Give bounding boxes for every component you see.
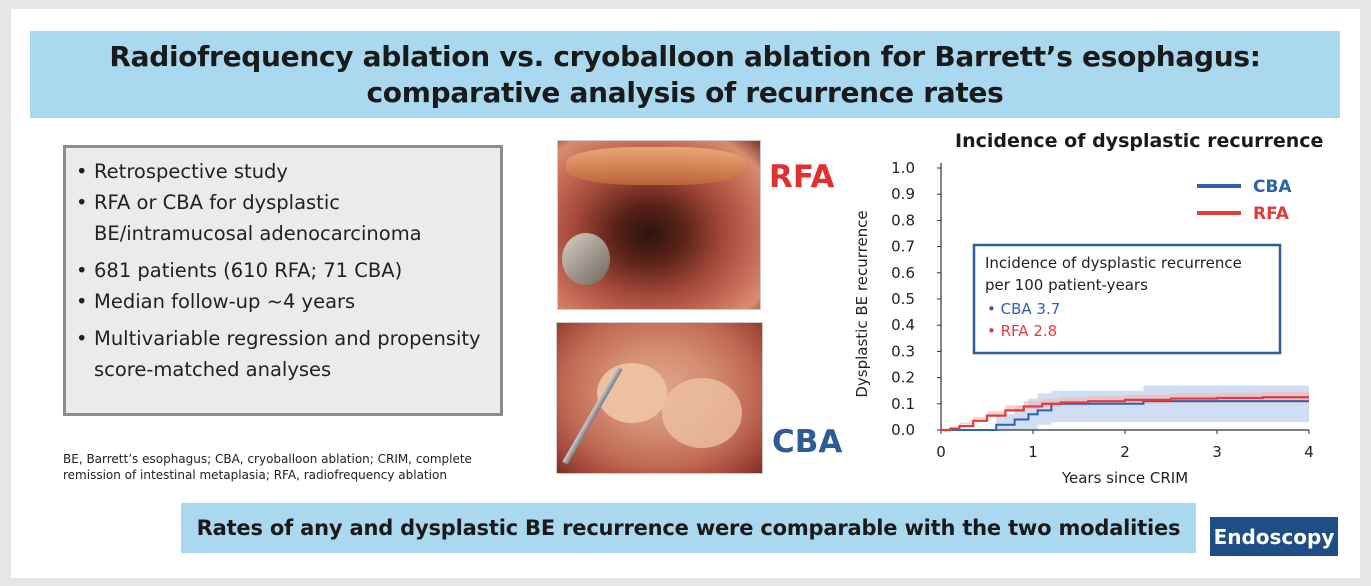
y-tick-label: 0.4: [891, 316, 915, 334]
y-tick-label: 0.8: [891, 211, 915, 229]
annotation-heading-line-1: Incidence of dysplastic recurrence: [985, 254, 1242, 272]
y-tick-label: 1.0: [891, 159, 915, 177]
y-tick-label: 0.7: [891, 238, 915, 256]
legend-rfa-label: RFA: [1253, 204, 1290, 224]
chart-title: Incidence of dysplastic recurrence: [955, 130, 1324, 152]
annotation-box: [972, 243, 1282, 355]
y-tick-label: 0.3: [891, 342, 915, 360]
x-axis-label: Years since CRIM: [1061, 469, 1188, 487]
cba-endoscopy-image: [556, 322, 763, 474]
annotation-item-rfa: • RFA 2.8: [987, 322, 1057, 340]
summary-item-patients: 681 patients (610 RFA; 71 CBA): [74, 255, 500, 286]
x-tick-label: 1: [1028, 443, 1038, 461]
rfa-image-probe: [562, 233, 610, 285]
title-line-2: comparative analysis of recurrence rates: [366, 75, 1004, 109]
x-tick-label: 0: [936, 443, 946, 461]
cba-image-label: CBA: [772, 424, 843, 460]
annotation-item-cba: • CBA 3.7: [987, 300, 1060, 318]
y-tick-label: 0.6: [891, 264, 915, 282]
rfa-endoscopy-image: [557, 140, 761, 310]
x-tick-label: 4: [1304, 443, 1314, 461]
cba-series-line: [941, 400, 1309, 431]
y-tick-label: 0.1: [891, 395, 915, 413]
legend-cba-label: CBA: [1253, 177, 1292, 197]
summary-item-analysis: Multivariable regression and propensity …: [74, 323, 500, 385]
x-tick-label: 3: [1212, 443, 1222, 461]
summary-box: Retrospective study RFA or CBA for dyspl…: [63, 145, 503, 416]
y-tick-label: 0.0: [891, 421, 915, 439]
cba-image-fold: [662, 378, 742, 448]
cba-confidence-band: [941, 385, 1309, 430]
rfa-image-label: RFA: [769, 159, 835, 195]
y-tick-label: 0.2: [891, 369, 915, 387]
title-line-1: Radiofrequency ablation vs. cryoballoon …: [109, 39, 1261, 73]
summary-item-study: Retrospective study: [74, 156, 500, 187]
summary-item-population: RFA or CBA for dysplastic BE/intramucosa…: [74, 187, 500, 249]
y-tick-label: 0.9: [891, 185, 915, 203]
conclusion-text: Rates of any and dysplastic BE recurrenc…: [196, 516, 1181, 540]
recurrence-chart-svg: 0.0 0.1 0.2 0.3 0.4 0.5 0.6 0.7 0.8 0.9 1.0 0 1 2 3 4 Ye…: [853, 159, 1314, 487]
rfa-image-highlight: [566, 147, 746, 185]
conclusion-banner: Rates of any and dysplastic BE recurrenc…: [181, 503, 1196, 553]
summary-list: Retrospective study RFA or CBA for dyspl…: [66, 148, 500, 385]
y-axis-label: Dysplastic BE recurrence: [853, 210, 871, 397]
recurrence-chart: 0.0 0.1 0.2 0.3 0.4 0.5 0.6 0.7 0.8 0.9 1.0 0 1 2 3 4 Ye…: [845, 125, 1325, 495]
footnote: BE, Barrett’s esophagus; CBA, cryoballoo…: [63, 452, 472, 482]
x-tick-label: 2: [1120, 443, 1130, 461]
journal-badge: Endoscopy: [1210, 517, 1338, 556]
summary-item-followup: Median follow-up ~4 years: [74, 286, 500, 317]
y-tick-label: 0.5: [891, 290, 915, 308]
rfa-series-line: [941, 396, 1309, 432]
title-banner: Radiofrequency ablation vs. cryoballoon …: [30, 31, 1340, 118]
annotation-heading-line-2: per 100 patient-years: [985, 276, 1148, 294]
